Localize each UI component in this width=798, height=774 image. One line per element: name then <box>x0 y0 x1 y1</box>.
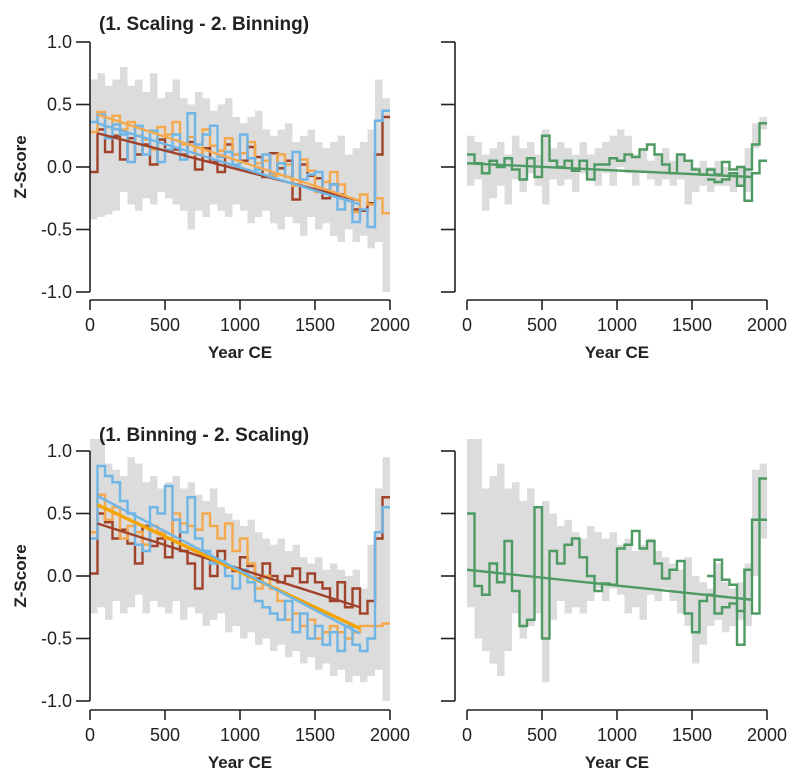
x-tick-label: 1500 <box>295 725 335 745</box>
series-line-green <box>707 477 767 615</box>
x-tick-label: 1500 <box>672 725 712 745</box>
y-tick-label: -0.5 <box>41 220 72 240</box>
y-tick-label: -0.5 <box>41 629 72 649</box>
trend-line-orange <box>97 113 361 202</box>
x-axis-title: Year CE <box>585 753 649 772</box>
series-line-orange <box>90 493 390 640</box>
x-tick-label: 500 <box>150 725 180 745</box>
uncertainty-band <box>90 67 390 292</box>
x-tick-label: 1500 <box>295 315 335 335</box>
series-line-green <box>707 122 767 187</box>
x-tick-label: 2000 <box>747 725 787 745</box>
x-axis-title: Year CE <box>208 753 272 772</box>
x-tick-label: 1000 <box>597 725 637 745</box>
panel-title: (1. Scaling - 2. Binning) <box>99 14 309 35</box>
x-tick-label: 2000 <box>370 725 410 745</box>
y-tick-label: 1.0 <box>47 441 72 461</box>
trend-line-blue <box>97 122 361 206</box>
y-axis-title: Z-Score <box>11 544 30 607</box>
x-tick-label: 0 <box>85 725 95 745</box>
y-tick-label: -1.0 <box>41 691 72 711</box>
x-tick-label: 500 <box>150 315 180 335</box>
y-tick-label: 0.5 <box>47 504 72 524</box>
panel-4: 0 500 1000 1500 2000 Year CE <box>441 439 787 772</box>
y-axis-title: Z-Score <box>11 135 30 198</box>
x-tick-label: 1000 <box>220 725 260 745</box>
x-tick-label: 0 <box>85 315 95 335</box>
x-tick-label: 500 <box>527 315 557 335</box>
series-line-blue <box>90 464 390 653</box>
panel-1: 1.0 0.5 0.0 -0.5 -1.0 0 500 1000 1500 2000 Year CE… <box>11 14 410 362</box>
panel-title: (1. Binning - 2. Scaling) <box>99 425 309 446</box>
series-line-brown <box>90 496 390 615</box>
trend-line-blue <box>96 494 361 635</box>
x-tick-label: 500 <box>527 725 557 745</box>
x-tick-label: 2000 <box>370 315 410 335</box>
trend-line-trend_orange <box>96 503 361 631</box>
x-tick-label: 0 <box>462 315 472 335</box>
x-tick-label: 2000 <box>747 315 787 335</box>
x-tick-label: 1500 <box>672 315 712 335</box>
y-tick-label: -1.0 <box>41 282 72 302</box>
trend-line-brown <box>97 132 361 202</box>
trend-line-green <box>466 162 753 179</box>
panel-3: 1.0 0.5 0.0 -0.5 -1.0 0 500 1000 1500 2000 Year CE… <box>11 425 410 772</box>
series-line-green <box>467 506 767 646</box>
trend-line-green <box>466 568 753 601</box>
x-axis-title: Year CE <box>585 343 649 362</box>
y-tick-label: 0.0 <box>47 566 72 586</box>
panel-2: 0 500 1000 1500 2000 Year CE <box>441 41 787 362</box>
x-tick-label: 1000 <box>597 315 637 335</box>
x-axis-title: Year CE <box>208 343 272 362</box>
x-tick-label: 0 <box>462 725 472 745</box>
y-tick-label: 0.5 <box>47 95 72 115</box>
x-tick-label: 1000 <box>220 315 260 335</box>
y-tick-label: 0.0 <box>47 157 72 177</box>
y-tick-label: 1.0 <box>47 32 72 52</box>
